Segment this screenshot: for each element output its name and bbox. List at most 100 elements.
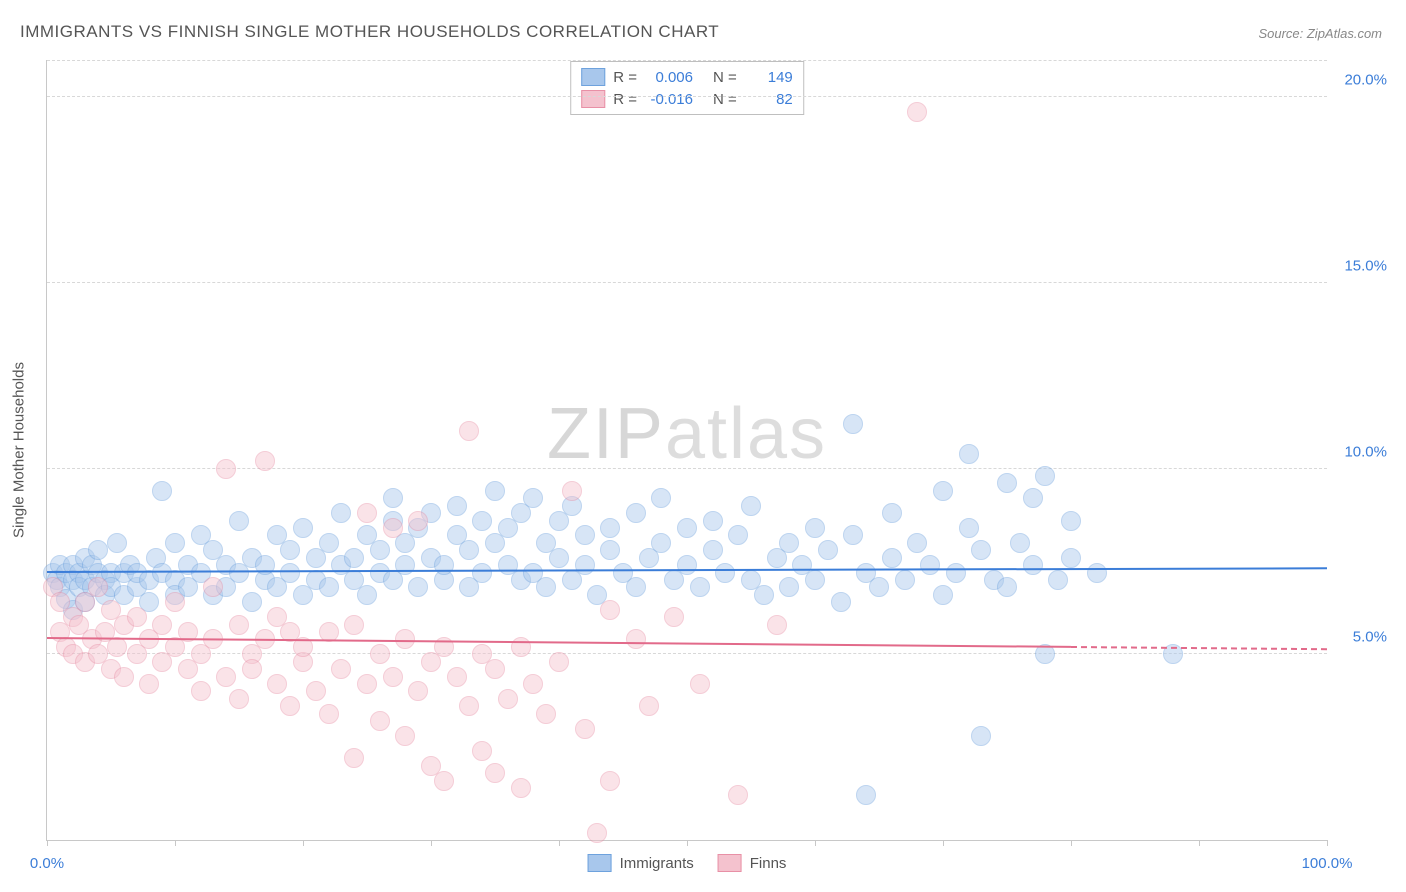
data-point bbox=[895, 570, 915, 590]
x-tick bbox=[1327, 840, 1328, 846]
data-point bbox=[306, 681, 326, 701]
data-point bbox=[165, 533, 185, 553]
data-point bbox=[703, 511, 723, 531]
data-point bbox=[229, 615, 249, 635]
data-point bbox=[651, 533, 671, 553]
data-point bbox=[562, 481, 582, 501]
x-tick bbox=[687, 840, 688, 846]
legend-r-label: R = bbox=[613, 91, 637, 108]
data-point bbox=[459, 696, 479, 716]
data-point bbox=[319, 704, 339, 724]
data-point bbox=[434, 555, 454, 575]
data-point bbox=[357, 585, 377, 605]
data-point bbox=[997, 473, 1017, 493]
data-point bbox=[370, 644, 390, 664]
data-point bbox=[319, 577, 339, 597]
data-point bbox=[1061, 548, 1081, 568]
data-point bbox=[395, 726, 415, 746]
data-point bbox=[139, 674, 159, 694]
data-point bbox=[1048, 570, 1068, 590]
data-point bbox=[280, 563, 300, 583]
data-point bbox=[319, 533, 339, 553]
x-tick bbox=[47, 840, 48, 846]
data-point bbox=[370, 711, 390, 731]
data-point bbox=[1061, 511, 1081, 531]
data-point bbox=[152, 481, 172, 501]
data-point bbox=[639, 696, 659, 716]
data-point bbox=[651, 488, 671, 508]
data-point bbox=[344, 548, 364, 568]
data-point bbox=[267, 674, 287, 694]
data-point bbox=[971, 540, 991, 560]
legend-series: Immigrants Finns bbox=[588, 854, 787, 872]
data-point bbox=[882, 503, 902, 523]
x-tick bbox=[431, 840, 432, 846]
data-point bbox=[882, 548, 902, 568]
data-point bbox=[523, 674, 543, 694]
data-point bbox=[831, 592, 851, 612]
x-tick bbox=[1199, 840, 1200, 846]
x-tick bbox=[175, 840, 176, 846]
legend-n-label: N = bbox=[713, 91, 737, 108]
data-point bbox=[498, 689, 518, 709]
data-point bbox=[587, 823, 607, 843]
data-point bbox=[370, 540, 390, 560]
data-point bbox=[959, 518, 979, 538]
data-point bbox=[626, 503, 646, 523]
data-point bbox=[920, 555, 940, 575]
data-point bbox=[383, 667, 403, 687]
data-point bbox=[152, 615, 172, 635]
data-point bbox=[728, 785, 748, 805]
data-point bbox=[1087, 563, 1107, 583]
y-tick-label: 10.0% bbox=[1344, 443, 1387, 460]
source-attribution: Source: ZipAtlas.com bbox=[1258, 26, 1382, 41]
data-point bbox=[472, 511, 492, 531]
data-point bbox=[395, 555, 415, 575]
chart-title: IMMIGRANTS VS FINNISH SINGLE MOTHER HOUS… bbox=[20, 22, 719, 42]
x-tick bbox=[943, 840, 944, 846]
data-point bbox=[511, 778, 531, 798]
data-point bbox=[434, 771, 454, 791]
data-point bbox=[88, 577, 108, 597]
x-tick-label: 100.0% bbox=[1302, 855, 1353, 872]
data-point bbox=[88, 540, 108, 560]
data-point bbox=[626, 629, 646, 649]
legend-series-item: Immigrants bbox=[588, 854, 694, 872]
data-point bbox=[600, 600, 620, 620]
data-point bbox=[229, 689, 249, 709]
data-point bbox=[728, 525, 748, 545]
data-point bbox=[575, 719, 595, 739]
trend-line bbox=[1071, 646, 1327, 650]
data-point bbox=[447, 496, 467, 516]
data-point bbox=[536, 577, 556, 597]
data-point bbox=[383, 518, 403, 538]
data-point bbox=[754, 585, 774, 605]
data-point bbox=[107, 637, 127, 657]
x-tick bbox=[815, 840, 816, 846]
data-point bbox=[575, 555, 595, 575]
data-point bbox=[1023, 555, 1043, 575]
data-point bbox=[229, 511, 249, 531]
x-tick-label: 0.0% bbox=[30, 855, 64, 872]
data-point bbox=[997, 577, 1017, 597]
data-point bbox=[856, 785, 876, 805]
data-point bbox=[843, 414, 863, 434]
data-point bbox=[203, 577, 223, 597]
data-point bbox=[741, 496, 761, 516]
plot-area: Single Mother Households ZIPatlas R =0.0… bbox=[46, 60, 1327, 841]
data-point bbox=[216, 667, 236, 687]
data-point bbox=[344, 615, 364, 635]
data-point bbox=[600, 518, 620, 538]
data-point bbox=[344, 748, 364, 768]
data-point bbox=[107, 533, 127, 553]
legend-series-item: Finns bbox=[718, 854, 787, 872]
legend-n-value: 82 bbox=[745, 91, 793, 108]
data-point bbox=[280, 696, 300, 716]
data-point bbox=[1035, 466, 1055, 486]
data-point bbox=[971, 726, 991, 746]
data-point bbox=[677, 518, 697, 538]
data-point bbox=[472, 563, 492, 583]
data-point bbox=[485, 481, 505, 501]
data-point bbox=[331, 659, 351, 679]
data-point bbox=[485, 763, 505, 783]
